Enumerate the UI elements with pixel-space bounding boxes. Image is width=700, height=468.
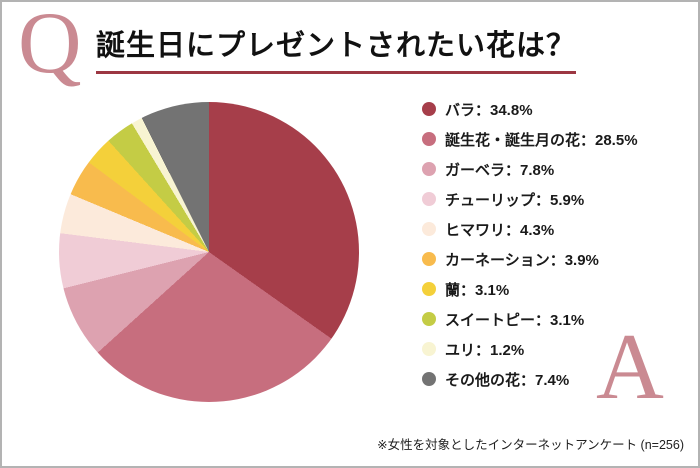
legend-color-dot (422, 102, 436, 116)
legend-item: 誕生花・誕生月の花：28.5% (422, 128, 638, 150)
legend-item: その他の花：7.4% (422, 368, 638, 390)
legend-color-dot (422, 342, 436, 356)
legend: バラ：34.8% 誕生花・誕生月の花：28.5% ガーベラ：7.8% チューリップ：5… (422, 98, 638, 390)
question-mark-letter: Q (18, 0, 82, 92)
legend-color-dot (422, 282, 436, 296)
legend-color-dot (422, 192, 436, 206)
legend-label: ヒマワリ：4.3% (445, 221, 555, 239)
pie-chart (59, 102, 359, 402)
legend-label: その他の花：7.4% (445, 371, 570, 389)
legend-label: スイートピー：3.1% (445, 311, 585, 329)
legend-color-dot (422, 312, 436, 326)
legend-color-dot (422, 162, 436, 176)
legend-color-dot (422, 372, 436, 386)
legend-label: 蘭：3.1% (445, 281, 510, 299)
legend-label: バラ：34.8% (445, 101, 533, 119)
legend-label: カーネーション：3.9% (445, 251, 599, 269)
legend-item: スイートピー：3.1% (422, 308, 638, 330)
legend-label: チューリップ：5.9% (445, 191, 585, 209)
legend-color-dot (422, 252, 436, 266)
legend-label: ユリ：1.2% (445, 341, 525, 359)
legend-item: ユリ：1.2% (422, 338, 638, 360)
survey-footnote: ※女性を対象としたインターネットアンケート (n=256) (377, 438, 684, 452)
legend-color-dot (422, 222, 436, 236)
answer-mark-letter: A (596, 315, 664, 419)
legend-color-dot (422, 132, 436, 146)
legend-item: 蘭：3.1% (422, 278, 638, 300)
legend-item: ヒマワリ：4.3% (422, 218, 638, 240)
legend-item: バラ：34.8% (422, 98, 638, 120)
legend-label: ガーベラ：7.8% (445, 161, 555, 179)
page-title: 誕生日にプレゼントされたい花は？ (96, 22, 577, 74)
legend-label: 誕生花・誕生月の花：28.5% (445, 131, 638, 149)
legend-item: ガーベラ：7.8% (422, 158, 638, 180)
legend-item: チューリップ：5.9% (422, 188, 638, 210)
legend-item: カーネーション：3.9% (422, 248, 638, 270)
